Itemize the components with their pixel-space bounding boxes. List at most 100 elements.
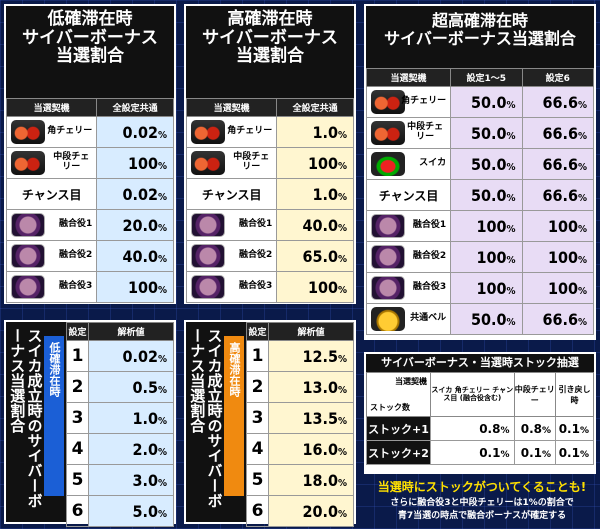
percent-sign: % bbox=[157, 415, 167, 427]
percent-sign: % bbox=[157, 160, 167, 172]
trigger-cell: 中段チェリー bbox=[365, 117, 452, 149]
trigger-cell: 共通ベル bbox=[365, 303, 452, 335]
stock-rate: 0.8 bbox=[479, 421, 501, 436]
rate-cell: 100% bbox=[276, 271, 354, 303]
percent-sign: % bbox=[500, 425, 510, 436]
percent-sign: % bbox=[337, 160, 347, 172]
low-title-line2: サイバーボーナス bbox=[22, 27, 158, 48]
table-row: 1 12.5% bbox=[246, 340, 354, 372]
setting-number: 5 bbox=[66, 464, 89, 496]
rate-cell: 100% bbox=[450, 272, 523, 304]
trigger-label: 融合役1 bbox=[59, 219, 93, 230]
trigger-cell: 中段チェリー bbox=[185, 147, 278, 179]
percent-sign: % bbox=[577, 192, 587, 204]
stock-title: サイバーボーナス・当選時ストック抽選 bbox=[366, 354, 594, 373]
suika-high-title: スイカ成立時のサイバーボーナス当選割合 bbox=[188, 328, 224, 508]
setting-number: 6 bbox=[66, 495, 89, 527]
trigger-cell: 融合役3 bbox=[5, 271, 98, 303]
rate-value: 66.6 bbox=[542, 154, 578, 174]
percent-sign: % bbox=[157, 222, 167, 234]
table-row: 融合役3 100% 100% bbox=[365, 272, 595, 304]
fusion-icon bbox=[11, 275, 45, 299]
table-row: ストック+1 0.8% 0.8% 0.1% bbox=[366, 416, 594, 442]
stock-corner: 当選契機 ストック数 bbox=[366, 372, 431, 418]
percent-sign: % bbox=[157, 477, 167, 489]
suika-low-state-badge: 低確滞在時 bbox=[44, 336, 64, 496]
rate-cell: 66.6% bbox=[521, 179, 595, 211]
trigger-cell: 融合役2 bbox=[5, 240, 98, 272]
table-row: 1 0.02% bbox=[66, 340, 174, 372]
rate-cell: 100% bbox=[276, 147, 354, 179]
cherry-icon bbox=[11, 151, 45, 175]
table-row: 中段チェリー 100% bbox=[185, 147, 354, 179]
trigger-label: 角チェリー bbox=[227, 126, 273, 137]
percent-sign: % bbox=[577, 254, 587, 266]
percent-sign: % bbox=[337, 415, 347, 427]
rate-value: 100 bbox=[127, 277, 158, 297]
high-title-line2: サイバーボーナス bbox=[202, 27, 338, 48]
table-row: 3 1.0% bbox=[66, 402, 174, 434]
watermelon-icon bbox=[371, 152, 405, 176]
table-row: チャンス目 50.0% 66.6% bbox=[365, 179, 595, 211]
setting-number: 1 bbox=[246, 340, 269, 372]
rate-cell: 100% bbox=[521, 241, 595, 273]
rate-cell: 20.0% bbox=[96, 209, 174, 241]
notes: 当選時にストックがついてくることも! さらに融合役3と中段チェリーは1%の割合で… bbox=[364, 478, 600, 521]
rate-cell: 0.02% bbox=[88, 340, 174, 372]
rate-value: 100 bbox=[547, 278, 578, 298]
trigger-cell: 融合役2 bbox=[365, 241, 452, 273]
trigger-cell: スイカ bbox=[365, 148, 452, 180]
trigger-cell: 融合役3 bbox=[365, 272, 452, 304]
stock-value: 0.1% bbox=[513, 440, 557, 466]
rate-cell: 1.0% bbox=[276, 116, 354, 148]
suika-low-vertical-title: スイカ成立時のサイバーボーナス当選割合 低確滞在時 bbox=[6, 322, 66, 522]
rate-cell: 0.5% bbox=[88, 371, 174, 403]
rate-value: 50.0 bbox=[471, 123, 507, 143]
table-row: 2 0.5% bbox=[66, 371, 174, 403]
high-state-table: 当選契機 全設定共通 角チェリー 1.0% 中段チェリー 100% チャンス目 1.0% 融合… bbox=[185, 98, 354, 303]
percent-sign: % bbox=[579, 425, 589, 436]
percent-sign: % bbox=[506, 316, 516, 328]
percent-sign: % bbox=[337, 508, 347, 520]
trigger-label: 中段チェリー bbox=[407, 122, 444, 142]
rate-cell: 65.0% bbox=[276, 240, 354, 272]
percent-sign: % bbox=[542, 449, 552, 460]
rate-cell: 13.5% bbox=[268, 402, 354, 434]
table-row: 5 3.0% bbox=[66, 464, 174, 496]
rate-cell: 100% bbox=[450, 210, 523, 242]
trigger-cell: 中段チェリー bbox=[5, 147, 98, 179]
rate-value: 12.5 bbox=[302, 346, 338, 366]
trigger-label: 中段チェリー bbox=[53, 152, 90, 172]
rate-value: 65.0 bbox=[302, 246, 338, 266]
trigger-label: 融合役3 bbox=[239, 281, 273, 292]
fusion-icon bbox=[11, 213, 45, 237]
low-state-panel: 低確滞在時 サイバーボーナス 当選割合 当選契機 全設定共通 角チェリー 0.02%… bbox=[4, 4, 176, 304]
rate-cell: 5.0% bbox=[88, 495, 174, 527]
rate-value: 100 bbox=[307, 153, 338, 173]
percent-sign: % bbox=[506, 130, 516, 142]
fusion-icon bbox=[371, 214, 405, 238]
rate-cell: 50.0% bbox=[450, 86, 523, 118]
table-row: 5 18.0% bbox=[246, 464, 354, 496]
setting-number: 2 bbox=[246, 371, 269, 403]
trigger-label: チャンス目 bbox=[21, 187, 82, 202]
setting-number: 4 bbox=[66, 433, 89, 465]
rate-cell: 100% bbox=[96, 147, 174, 179]
table-row: 融合役2 65.0% bbox=[185, 240, 354, 272]
rate-cell: 100% bbox=[96, 271, 174, 303]
bell-icon bbox=[371, 307, 405, 331]
table-row: 融合役2 40.0% bbox=[5, 240, 174, 272]
percent-sign: % bbox=[506, 99, 516, 111]
rate-value: 2.0 bbox=[132, 439, 158, 459]
trigger-label: 融合役3 bbox=[412, 282, 447, 293]
table-row: 融合役2 100% 100% bbox=[365, 241, 595, 273]
table-row: 中段チェリー 50.0% 66.6% bbox=[365, 117, 595, 149]
stock-value: 0.1% bbox=[555, 416, 594, 442]
percent-sign: % bbox=[337, 477, 347, 489]
rate-value: 13.5 bbox=[302, 408, 338, 428]
percent-sign: % bbox=[506, 192, 516, 204]
table-row: 6 20.0% bbox=[246, 495, 354, 527]
trigger-label: チャンス目 bbox=[201, 187, 262, 202]
stock-value: 0.1% bbox=[555, 440, 594, 466]
table-row: 融合役1 40.0% bbox=[185, 209, 354, 241]
